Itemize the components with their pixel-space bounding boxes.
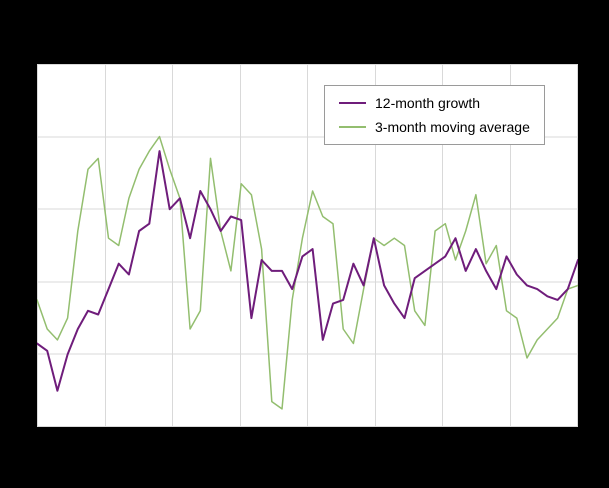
legend-line-swatch-green bbox=[339, 126, 366, 128]
legend-line-swatch-purple bbox=[339, 102, 366, 104]
chart-legend: 12-month growth 3-month moving average bbox=[324, 85, 545, 145]
legend-item-12-month-growth[interactable]: 12-month growth bbox=[339, 96, 530, 110]
legend-label-3-month-moving-average: 3-month moving average bbox=[375, 119, 530, 135]
legend-item-3-month-moving-average[interactable]: 3-month moving average bbox=[339, 120, 530, 134]
legend-label-12-month-growth: 12-month growth bbox=[375, 95, 481, 111]
series-line-0 bbox=[37, 150, 578, 392]
plot-area: 12-month growth 3-month moving average bbox=[37, 64, 578, 427]
series-line-1 bbox=[37, 135, 578, 410]
